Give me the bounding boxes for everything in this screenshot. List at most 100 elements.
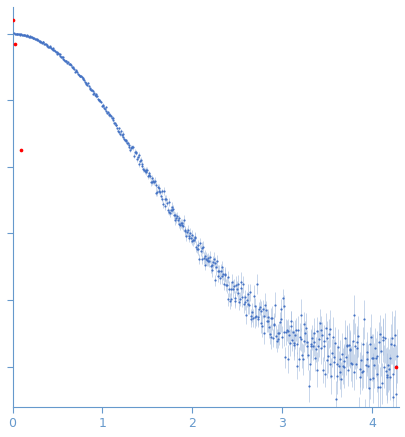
Point [182,228,188,235]
Point [92,90,99,97]
Point [186,229,193,236]
Point [387,340,393,347]
Point [252,312,259,319]
Point [205,254,211,261]
Point [290,342,297,349]
Point [28,34,34,41]
Point [273,337,279,344]
Point [93,93,99,100]
Point [149,179,155,186]
Point [122,137,128,144]
Point [32,35,39,42]
Point [241,294,247,301]
Point [352,338,359,345]
Point [260,313,266,320]
Point [316,319,322,326]
Point [121,135,127,142]
Point [214,268,220,275]
Point [296,312,303,319]
Point [245,301,251,308]
Point [274,335,281,342]
Point [102,104,109,111]
Point [189,231,195,238]
Point [11,40,18,47]
Point [16,31,23,38]
Point [196,256,202,263]
Point [294,362,300,369]
Point [92,92,98,99]
Point [133,150,139,157]
Point [58,53,65,60]
Point [236,295,243,302]
Point [97,97,103,104]
Point [43,41,50,48]
Point [235,299,242,306]
Point [349,338,355,345]
Point [303,339,309,346]
Point [99,101,106,108]
Point [176,220,182,227]
Point [85,80,91,87]
Point [101,106,108,113]
Point [265,323,272,330]
Point [107,113,114,120]
Point [219,271,226,278]
Point [250,292,256,299]
Point [53,49,60,56]
Point [390,341,396,348]
Point [183,232,189,239]
Point [213,258,220,265]
Point [342,353,348,360]
Point [370,362,377,369]
Point [191,233,197,240]
Point [104,108,111,115]
Point [110,117,116,124]
Point [170,206,176,213]
Point [210,256,217,263]
Point [58,54,64,61]
Point [267,333,274,340]
Point [313,328,320,335]
Point [143,168,149,175]
Point [246,289,253,296]
Point [202,261,208,268]
Point [375,339,381,346]
Point [309,339,316,346]
Point [383,371,390,378]
Point [141,168,148,175]
Point [50,46,57,53]
Point [59,53,66,60]
Point [162,195,168,202]
Point [117,131,123,138]
Point [361,413,367,420]
Point [357,357,364,364]
Point [113,121,119,128]
Point [371,345,377,352]
Point [309,342,315,349]
Point [392,391,399,398]
Point [382,373,389,380]
Point [341,334,347,341]
Point [15,31,21,38]
Point [55,51,62,58]
Point [116,128,122,135]
Point [125,144,132,151]
Point [46,43,53,50]
Point [326,325,332,332]
Point [79,73,85,80]
Point [84,81,90,88]
Point [98,99,104,106]
Point [18,147,25,154]
Point [68,63,75,70]
Point [87,86,93,93]
Point [65,60,72,67]
Point [335,362,341,369]
Point [192,243,199,250]
Point [343,343,350,350]
Point [124,140,130,147]
Point [355,409,361,416]
Point [271,322,277,329]
Point [272,333,279,340]
Point [68,61,74,68]
Point [70,64,77,71]
